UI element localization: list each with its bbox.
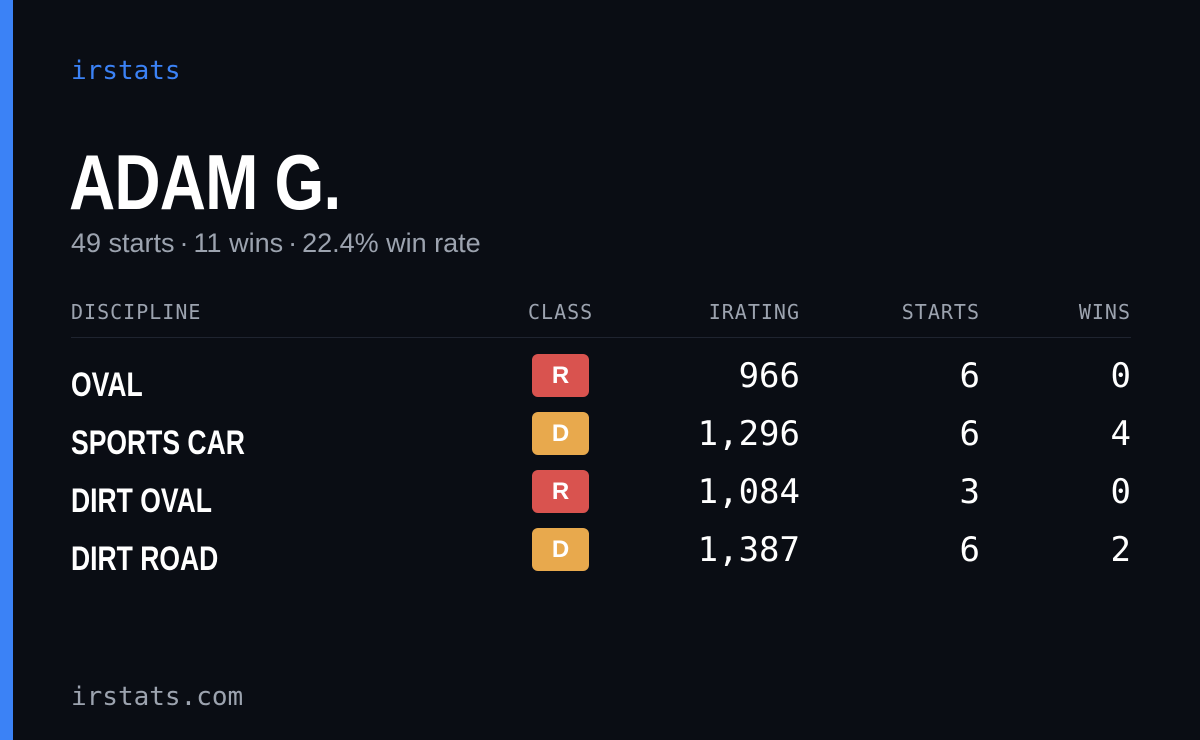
header-class: CLASS (528, 300, 594, 324)
irating-value: 966 (738, 356, 800, 396)
header-irating: IRATING (708, 300, 800, 324)
summary-separator: · (288, 228, 298, 258)
starts-value: 6 (959, 414, 980, 454)
table-row: OVAL R 966 6 0 (71, 354, 1131, 412)
table-body: OVAL R 966 6 0 SPORTS CAR D 1,296 6 4 DI… (71, 338, 1131, 586)
summary-starts: 49 starts (71, 228, 175, 258)
starts-value: 6 (959, 356, 980, 396)
brand-wordmark: irstats (71, 56, 181, 86)
discipline-name: OVAL (71, 366, 143, 404)
summary-wins: 11 wins (193, 228, 284, 258)
header-wins: WINS (1078, 300, 1131, 324)
header-starts: STARTS (901, 300, 980, 324)
starts-value: 3 (959, 472, 980, 512)
table-row: SPORTS CAR D 1,296 6 4 (71, 412, 1131, 470)
accent-bar (0, 0, 13, 740)
summary-win-rate: 22.4% win rate (302, 228, 481, 258)
discipline-table: DISCIPLINE CLASS IRATING STARTS WINS OVA… (71, 298, 1131, 586)
irating-value: 1,387 (697, 530, 800, 570)
wins-value: 0 (1110, 472, 1131, 512)
footer-url: irstats.com (71, 682, 244, 712)
class-badge: D (532, 528, 589, 571)
table-header: DISCIPLINE CLASS IRATING STARTS WINS (71, 298, 1131, 338)
irating-value: 1,084 (697, 472, 800, 512)
wins-value: 4 (1110, 414, 1131, 454)
driver-name: ADAM G. (69, 138, 341, 226)
irating-value: 1,296 (697, 414, 800, 454)
summary-separator: · (179, 228, 189, 258)
discipline-name: DIRT ROAD (71, 540, 219, 578)
header-discipline: DISCIPLINE (71, 300, 202, 324)
summary-line: 49 starts · 11 wins · 22.4% win rate (71, 228, 481, 259)
wins-value: 2 (1110, 530, 1131, 570)
class-badge: R (532, 470, 589, 513)
starts-value: 6 (959, 530, 980, 570)
class-badge: D (532, 412, 589, 455)
discipline-name: SPORTS CAR (71, 424, 245, 462)
table-row: DIRT ROAD D 1,387 6 2 (71, 528, 1131, 586)
discipline-name: DIRT OVAL (71, 482, 212, 520)
wins-value: 0 (1110, 356, 1131, 396)
class-badge: R (532, 354, 589, 397)
table-row: DIRT OVAL R 1,084 3 0 (71, 470, 1131, 528)
